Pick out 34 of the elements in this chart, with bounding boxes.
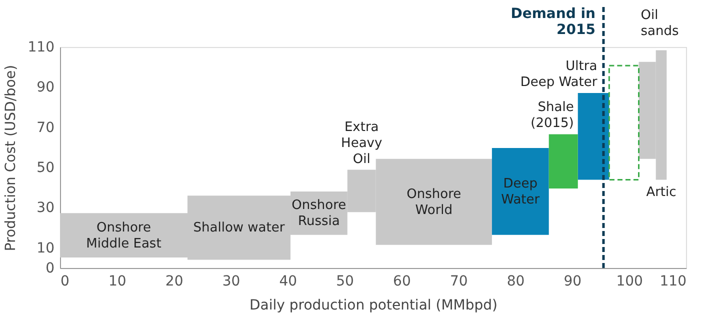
x-tick-label: 10 [108, 274, 126, 290]
x-tick-label: 50 [336, 274, 354, 290]
x-tick-label: 80 [506, 274, 525, 290]
y-tick-label: 0 [46, 260, 54, 276]
x-tick-label: 100 [616, 274, 643, 290]
annotation: Extra Heavy Oil [341, 120, 382, 167]
x-tick-label: 90 [564, 274, 582, 290]
annotation: Onshore Russia [292, 198, 346, 230]
text: Oil sands [640, 8, 679, 39]
y-tick-label: 70 [36, 120, 54, 136]
bar [608, 64, 640, 181]
y-tick-label: 30 [36, 200, 54, 216]
annotation: Artic [646, 184, 676, 200]
y-tick-label: 110 [28, 40, 54, 56]
x-tick-label: 40 [279, 274, 298, 290]
y-axis-title: Production Cost (USD/boe) [2, 64, 19, 252]
x-tick-label: 110 [660, 274, 686, 290]
bar [548, 134, 578, 188]
x-tick-label: 20 [165, 274, 184, 290]
y-tick-label: 90 [36, 80, 54, 96]
x-tick-label: 70 [450, 274, 468, 290]
annotation: Ultra Deep Water [520, 59, 598, 90]
y-tick-label: 50 [36, 160, 54, 176]
annotation: Deep Water [501, 176, 540, 208]
y-tick-label: 10 [36, 240, 54, 256]
x-tick-label: 0 [60, 274, 70, 290]
annotation: Onshore Middle East [86, 220, 162, 252]
ref-line-label: Demand in 2015 [510, 6, 596, 38]
x-tick-label: 30 [222, 274, 240, 290]
x-tick-label: 60 [393, 274, 411, 290]
annotation: Onshore World [406, 186, 462, 218]
x-axis-title: Daily production potential (MMbpd) [250, 298, 498, 314]
annotation: Shallow water [193, 220, 286, 236]
annotation: Shale (2015) [530, 100, 574, 132]
